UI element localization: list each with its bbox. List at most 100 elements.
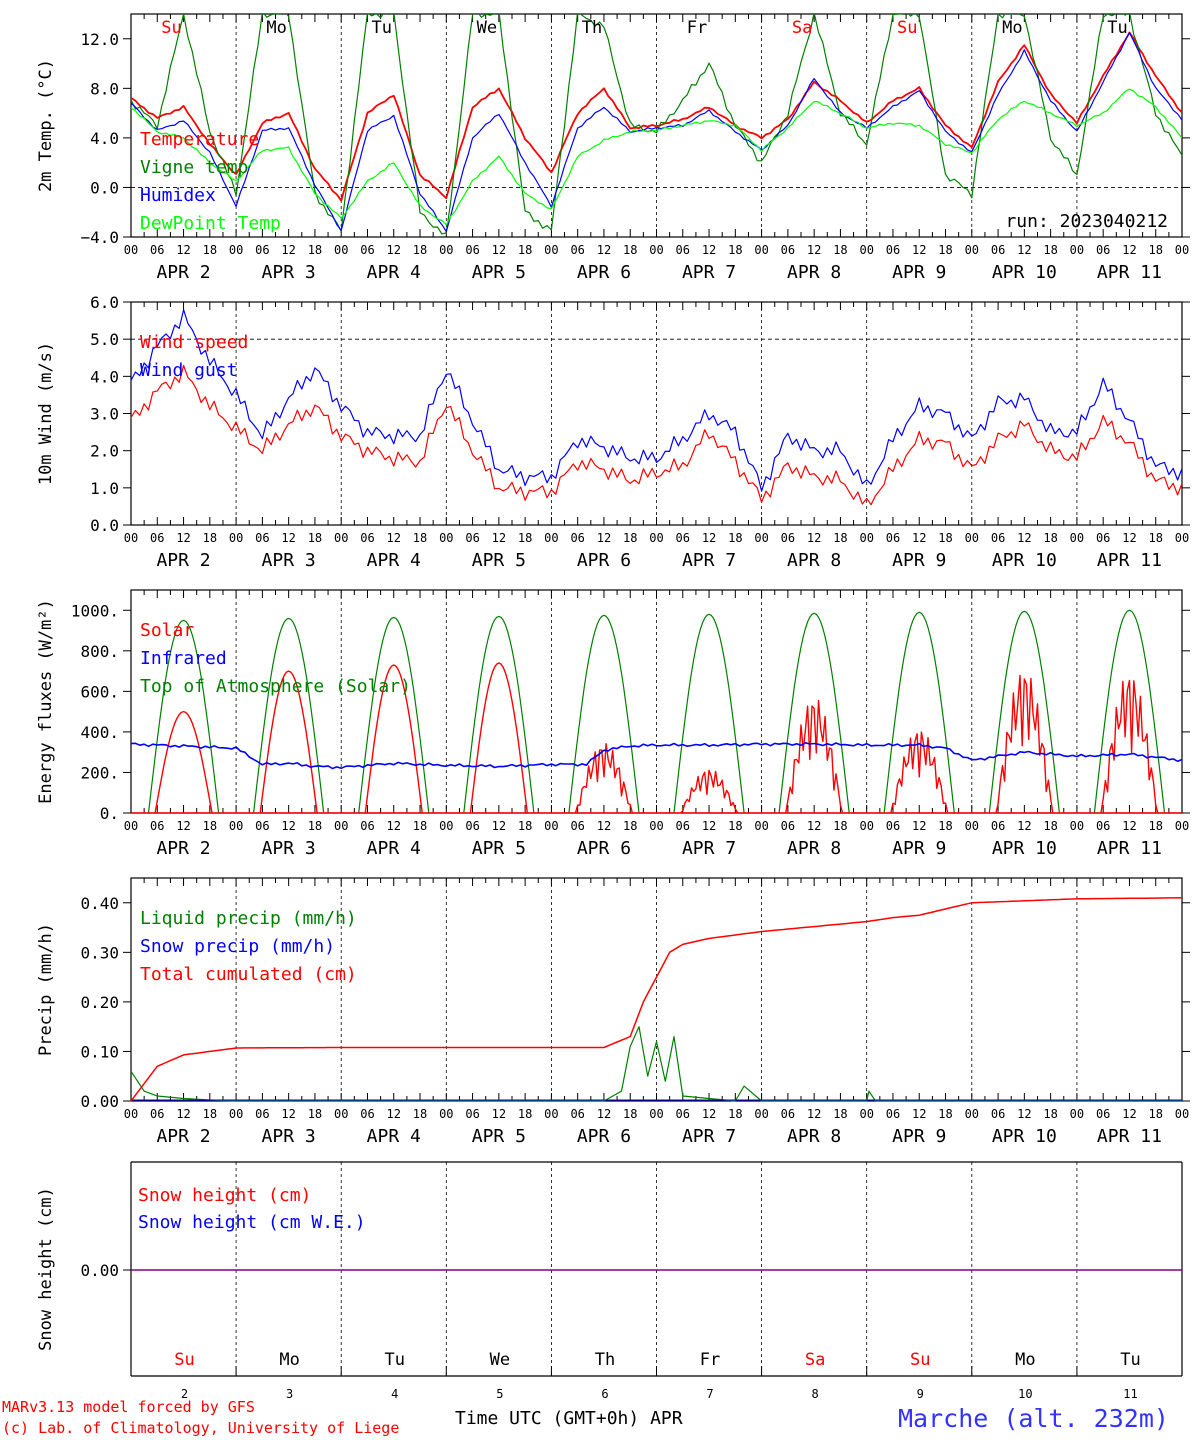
temp-weekday-label: Mo xyxy=(266,18,286,38)
precip-y-axis-label: Precip (mm/h) xyxy=(36,923,56,1056)
snow-day-number: 2 xyxy=(181,1387,188,1401)
energy-solar-curve xyxy=(259,670,318,814)
wind-hour-tick-label: 18 xyxy=(623,531,637,545)
snow-day-number: 5 xyxy=(496,1387,503,1401)
energy-hour-tick-label: 12 xyxy=(1017,819,1031,833)
energy-hour-tick-label: 18 xyxy=(203,819,217,833)
temp-date-label: APR 3 xyxy=(262,262,316,283)
temp-hour-tick-label: 12 xyxy=(281,243,295,257)
energy-solar-curve xyxy=(469,662,528,814)
temp-date-label: APR 5 xyxy=(472,262,526,283)
wind-hour-tick-label: 18 xyxy=(203,531,217,545)
precip-hour-tick-label: 18 xyxy=(728,1107,742,1121)
temp-y-tick-label: 0.0 xyxy=(90,178,119,197)
precip-hour-tick-label: 18 xyxy=(1148,1107,1162,1121)
temp-hour-tick-label: 06 xyxy=(150,243,164,257)
wind-date-label: APR 8 xyxy=(787,550,841,571)
wind-date-label: APR 5 xyxy=(472,550,526,571)
energy-hour-tick-label: 00 xyxy=(229,819,243,833)
temp-series-line xyxy=(131,32,1182,233)
precip-date-label: APR 11 xyxy=(1097,1126,1162,1147)
wind-hour-tick-label: 06 xyxy=(570,531,584,545)
temp-hour-tick-label: 06 xyxy=(1096,243,1110,257)
wind-hour-tick-label: 00 xyxy=(965,531,979,545)
precip-hour-tick-label: 00 xyxy=(544,1107,558,1121)
temp-hour-tick-label: 00 xyxy=(1070,243,1084,257)
energy-solar-curve xyxy=(680,769,739,814)
temp-y-tick-label: 12.0 xyxy=(80,30,119,49)
energy-solar-curve xyxy=(364,664,423,814)
energy-hour-tick-label: 00 xyxy=(544,819,558,833)
wind-date-label: APR 4 xyxy=(367,550,421,571)
energy-hour-tick-label: 00 xyxy=(334,819,348,833)
temp-weekday-label: Th xyxy=(582,18,602,38)
temp-hour-tick-label: 12 xyxy=(702,243,716,257)
wind-date-label: APR 6 xyxy=(577,550,631,571)
snow-weekday-label: We xyxy=(490,1350,510,1370)
energy-hour-tick-label: 00 xyxy=(124,819,138,833)
energy-hour-tick-label: 12 xyxy=(281,819,295,833)
temp-series-line xyxy=(131,31,1182,202)
precip-hour-tick-label: 06 xyxy=(255,1107,269,1121)
wind-hour-tick-label: 12 xyxy=(1017,531,1031,545)
precip-hour-tick-label: 00 xyxy=(965,1107,979,1121)
energy-y-tick-label: 200. xyxy=(80,763,119,782)
precip-hour-tick-label: 06 xyxy=(570,1107,584,1121)
energy-toa-curve xyxy=(253,617,325,814)
temp-hour-tick-label: 12 xyxy=(597,243,611,257)
temp-weekday-label: Su xyxy=(897,18,917,38)
energy-hour-tick-label: 06 xyxy=(360,819,374,833)
energy-hour-tick-label: 06 xyxy=(1096,819,1110,833)
snow-day-number: 10 xyxy=(1018,1387,1032,1401)
precip-hour-tick-label: 06 xyxy=(886,1107,900,1121)
temp-hour-tick-label: 18 xyxy=(728,243,742,257)
precip-hour-tick-label: 12 xyxy=(176,1107,190,1121)
wind-date-label: APR 11 xyxy=(1097,550,1162,571)
temp-hour-tick-label: 00 xyxy=(544,243,558,257)
precip-date-label: APR 9 xyxy=(892,1126,946,1147)
energy-toa-curve xyxy=(778,612,850,814)
energy-date-label: APR 2 xyxy=(156,838,210,859)
precip-date-label: APR 2 xyxy=(156,1126,210,1147)
wind-y-axis-label: 10m Wind (m/s) xyxy=(36,342,56,485)
wind-hour-tick-label: 18 xyxy=(938,531,952,545)
energy-hour-tick-label: 12 xyxy=(912,819,926,833)
snow-weekday-label: Su xyxy=(910,1350,930,1370)
wind-hour-tick-label: 00 xyxy=(439,531,453,545)
wind-hour-tick-label: 06 xyxy=(465,531,479,545)
wind-hour-tick-label: 00 xyxy=(1070,531,1084,545)
energy-hour-tick-label: 00 xyxy=(965,819,979,833)
energy-toa-curve xyxy=(1093,609,1166,814)
snow-day-number: 3 xyxy=(286,1387,293,1401)
energy-hour-tick-label: 18 xyxy=(308,819,322,833)
wind-hour-tick-label: 06 xyxy=(255,531,269,545)
temp-run-annotation: run: 2023040212 xyxy=(1005,211,1168,232)
wind-hour-tick-label: 18 xyxy=(1043,531,1057,545)
temp-hour-tick-label: 00 xyxy=(334,243,348,257)
wind-y-tick-label: 4.0 xyxy=(90,367,119,386)
temp-lines xyxy=(131,14,1182,235)
energy-y-tick-label: 0. xyxy=(100,804,119,823)
temp-hour-tick-label: 18 xyxy=(1148,243,1162,257)
energy-hour-tick-label: 06 xyxy=(465,819,479,833)
wind-hour-tick-label: 00 xyxy=(334,531,348,545)
snow-weekday-label: Su xyxy=(174,1350,194,1370)
energy-hour-tick-label: 18 xyxy=(728,819,742,833)
precip-date-label: APR 10 xyxy=(992,1126,1057,1147)
snow-legend-entry: Snow height (cm W.E.) xyxy=(138,1212,366,1233)
temp-hour-tick-label: 00 xyxy=(754,243,768,257)
temp-weekday-label: We xyxy=(477,18,497,38)
wind-hour-tick-label: 12 xyxy=(387,531,401,545)
temp-weekday-label: Tu xyxy=(372,18,392,38)
energy-solar-curve xyxy=(1100,679,1159,814)
temp-hour-tick-label: 18 xyxy=(938,243,952,257)
precip-hour-tick-label: 00 xyxy=(859,1107,873,1121)
wind-legend-entry: Wind speed xyxy=(140,332,248,353)
wind-hour-tick-label: 06 xyxy=(676,531,690,545)
energy-hour-tick-label: 18 xyxy=(413,819,427,833)
energy-hour-tick-label: 12 xyxy=(176,819,190,833)
snow-weekday-label: Sa xyxy=(805,1350,825,1370)
wind-hour-tick-label: 00 xyxy=(754,531,768,545)
energy-date-label: APR 7 xyxy=(682,838,736,859)
precip-y-tick-label: 0.20 xyxy=(80,993,119,1012)
